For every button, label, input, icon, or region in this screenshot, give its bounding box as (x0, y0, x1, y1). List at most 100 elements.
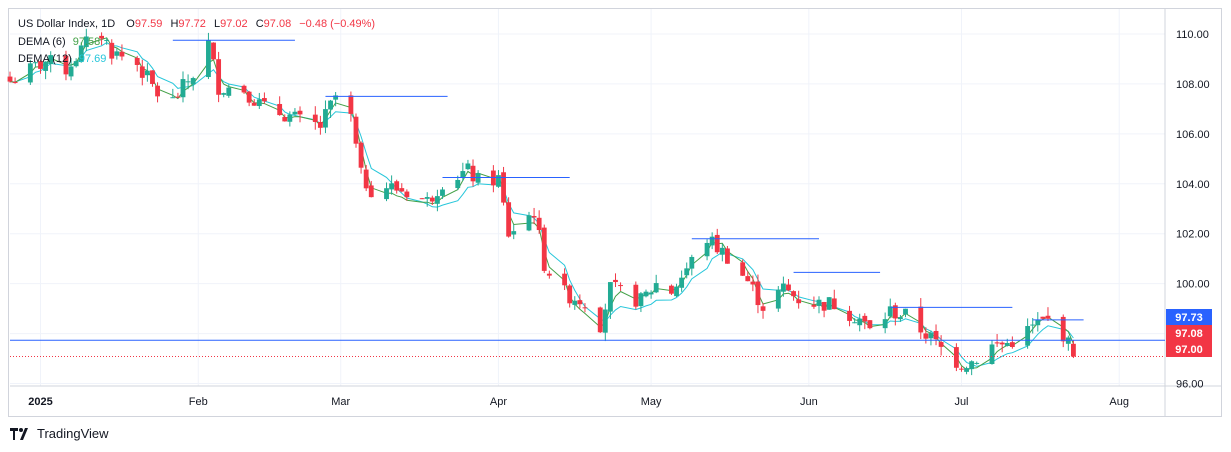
candle-body (63, 55, 69, 75)
tradingview-logo-icon (10, 427, 28, 440)
candle-body (434, 196, 440, 204)
candle-body (211, 42, 216, 60)
candle-body (261, 98, 267, 102)
candle-body (1045, 315, 1051, 319)
candle-body (109, 42, 115, 59)
candle-body (312, 114, 318, 122)
candle-body (1070, 343, 1076, 357)
candle-body (180, 79, 186, 98)
candle-body (745, 276, 751, 282)
price-label-badge (1166, 325, 1212, 341)
candle-body (399, 188, 405, 192)
candle-body (155, 85, 160, 97)
x-tick-label: Jul (954, 396, 968, 408)
candle-body (826, 297, 832, 310)
candle-body (648, 292, 654, 295)
candle-body (134, 57, 140, 65)
candle-body (852, 322, 858, 324)
candle-body (740, 262, 746, 276)
candle-body (760, 306, 766, 311)
candle-body (206, 40, 211, 78)
candle-body (526, 215, 532, 231)
candle-body (597, 307, 603, 333)
candle-body (43, 61, 49, 71)
x-tick-label: 2025 (28, 396, 52, 408)
candle-body (506, 202, 512, 237)
price-label-text: 97.08 (1175, 328, 1203, 340)
candle-body (363, 169, 369, 189)
candle-body (68, 66, 74, 77)
candle-body (424, 197, 430, 199)
candle-body (862, 315, 868, 322)
candle-body (562, 273, 568, 286)
candle-body (287, 114, 293, 122)
candle-body (226, 87, 232, 96)
candle-body (1025, 326, 1031, 346)
candle-body (602, 309, 608, 333)
tradingview-brand[interactable]: TradingView (10, 426, 109, 441)
candle-body (887, 306, 893, 317)
candle-body (419, 198, 425, 200)
candle-body (27, 63, 33, 83)
candle-body (607, 282, 613, 312)
x-tick-label: May (641, 396, 662, 408)
candle-body (786, 284, 791, 291)
dema6-label: DEMA (6) (18, 36, 66, 48)
candle-body (959, 368, 964, 370)
low-value: 97.02 (220, 18, 248, 30)
candle-body (1040, 316, 1046, 319)
candle-body (323, 109, 328, 128)
candle-body (455, 179, 461, 189)
candle-body (821, 302, 827, 311)
candle-body (114, 51, 120, 56)
high-value: 97.72 (178, 18, 206, 30)
candle-body (918, 306, 924, 333)
candle-body (246, 91, 252, 103)
candle-body (175, 96, 181, 98)
candle-body (216, 59, 222, 95)
candle-body (297, 110, 303, 115)
candle-body (1009, 342, 1015, 347)
candle-body (531, 216, 537, 218)
candle-body (282, 117, 288, 122)
price-label-text: 97.00 (1175, 344, 1203, 356)
candle-body (831, 298, 837, 310)
candle-body (251, 102, 257, 106)
candle-body (78, 45, 84, 63)
candle-body (811, 304, 817, 307)
candle-body (429, 197, 435, 202)
dema6-value: 97.58 (72, 36, 101, 48)
candle-body (928, 333, 934, 339)
candle-body (775, 289, 781, 309)
brand-name: TradingView (37, 426, 109, 441)
candle-body (994, 342, 1000, 344)
y-tick-label: 106.00 (1176, 129, 1210, 141)
dema12-label: DEMA (12) (18, 53, 72, 65)
candle-body (440, 189, 445, 196)
candle-body (643, 291, 649, 297)
candle-body (669, 285, 674, 294)
candle-body (384, 188, 389, 200)
candle-body (847, 310, 852, 321)
candle-body (709, 236, 715, 246)
candle-body (496, 175, 501, 187)
candle-body (333, 95, 339, 100)
candle-body (679, 277, 685, 288)
y-tick-label: 108.00 (1176, 79, 1210, 91)
y-tick-label: 96.00 (1176, 379, 1204, 391)
price-label-badge (1166, 341, 1212, 357)
candle-body (791, 291, 796, 297)
x-tick-label: Feb (189, 396, 208, 408)
candle-body (755, 281, 761, 306)
candle-body (511, 231, 517, 235)
legend-dema12: DEMA (12) 97.69 (18, 52, 106, 66)
y-tick-label: 104.00 (1176, 179, 1210, 191)
candle-body (536, 217, 542, 231)
candle-body (633, 284, 639, 307)
candle-body (73, 61, 79, 67)
legend-dema6: DEMA (6) 97.58 (18, 35, 100, 49)
candle-body (969, 361, 975, 370)
candle-body (714, 234, 720, 253)
candle-body (567, 285, 573, 304)
